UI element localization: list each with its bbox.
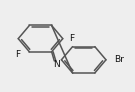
Text: N: N	[53, 60, 60, 69]
Text: Br: Br	[114, 55, 124, 64]
Text: F: F	[69, 34, 74, 43]
Text: F: F	[15, 50, 20, 59]
